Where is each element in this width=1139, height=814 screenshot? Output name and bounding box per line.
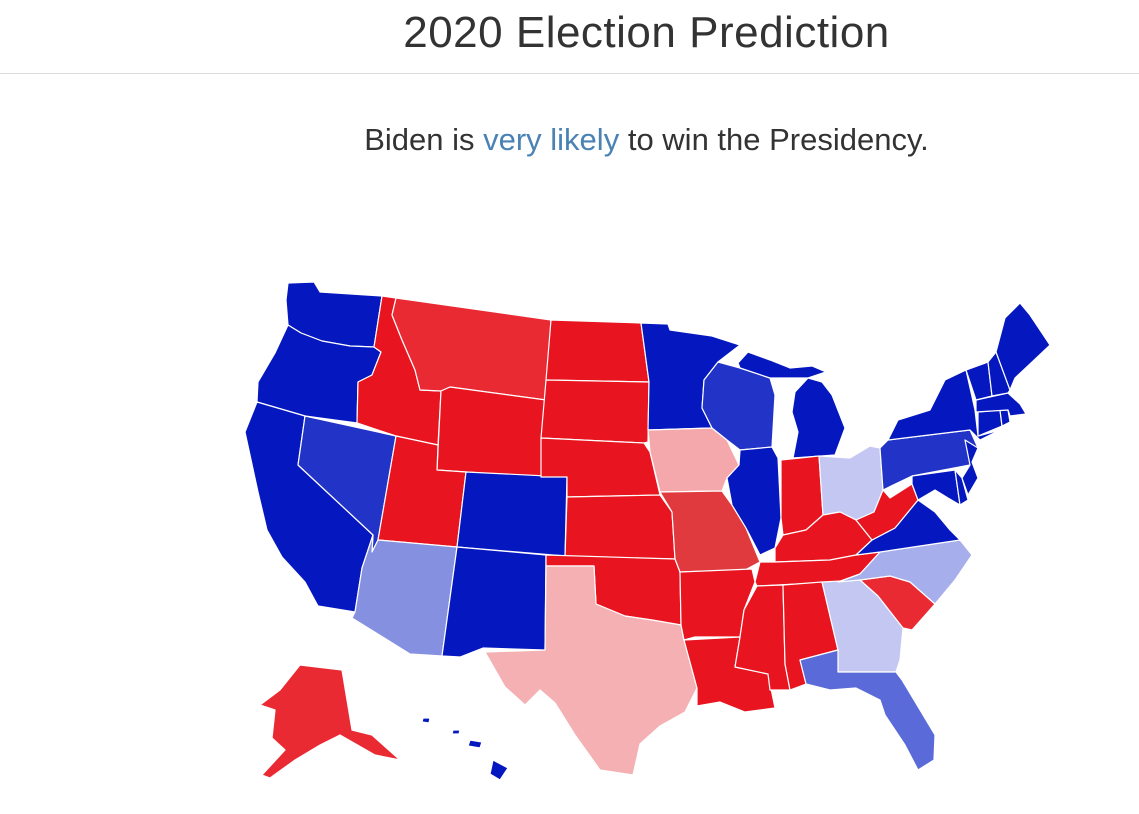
state-nd[interactable]: [545, 319, 650, 383]
state-wy[interactable]: [436, 386, 547, 478]
state-nj[interactable]: [961, 439, 979, 496]
prediction-summary: Biden is very likely to win the Presiden…: [0, 122, 1139, 158]
state-sd[interactable]: [540, 379, 650, 444]
state-de[interactable]: [954, 469, 969, 506]
state-fl[interactable]: [799, 649, 936, 771]
summary-prefix: Biden is: [364, 122, 475, 157]
state-co[interactable]: [456, 471, 568, 557]
state-az[interactable]: [351, 534, 458, 657]
state-ak[interactable]: [259, 664, 401, 779]
state-ms[interactable]: [734, 584, 791, 691]
state-mo[interactable]: [659, 490, 761, 573]
state-mi-upper[interactable]: [737, 351, 827, 379]
state-ny[interactable]: [887, 369, 1001, 441]
state-md[interactable]: [911, 469, 961, 506]
page-header: 2020 Election Prediction: [0, 0, 1139, 74]
state-il[interactable]: [726, 446, 782, 556]
state-ct[interactable]: [977, 409, 1003, 437]
state-oh[interactable]: [818, 445, 884, 521]
state-mi[interactable]: [791, 377, 846, 459]
state-hi[interactable]: [421, 717, 509, 781]
state-me[interactable]: [995, 302, 1051, 391]
state-nc[interactable]: [837, 539, 973, 605]
state-nm[interactable]: [441, 546, 547, 658]
summary-suffix: to win the Presidency.: [627, 122, 929, 157]
state-ma[interactable]: [975, 392, 1027, 417]
us-electoral-map: [244, 281, 1051, 781]
state-ks[interactable]: [564, 494, 676, 560]
likelihood-text: very likely: [483, 122, 620, 157]
state-nh[interactable]: [987, 351, 1011, 397]
page-title: 2020 Election Prediction: [403, 8, 890, 57]
state-tx[interactable]: [484, 565, 698, 776]
